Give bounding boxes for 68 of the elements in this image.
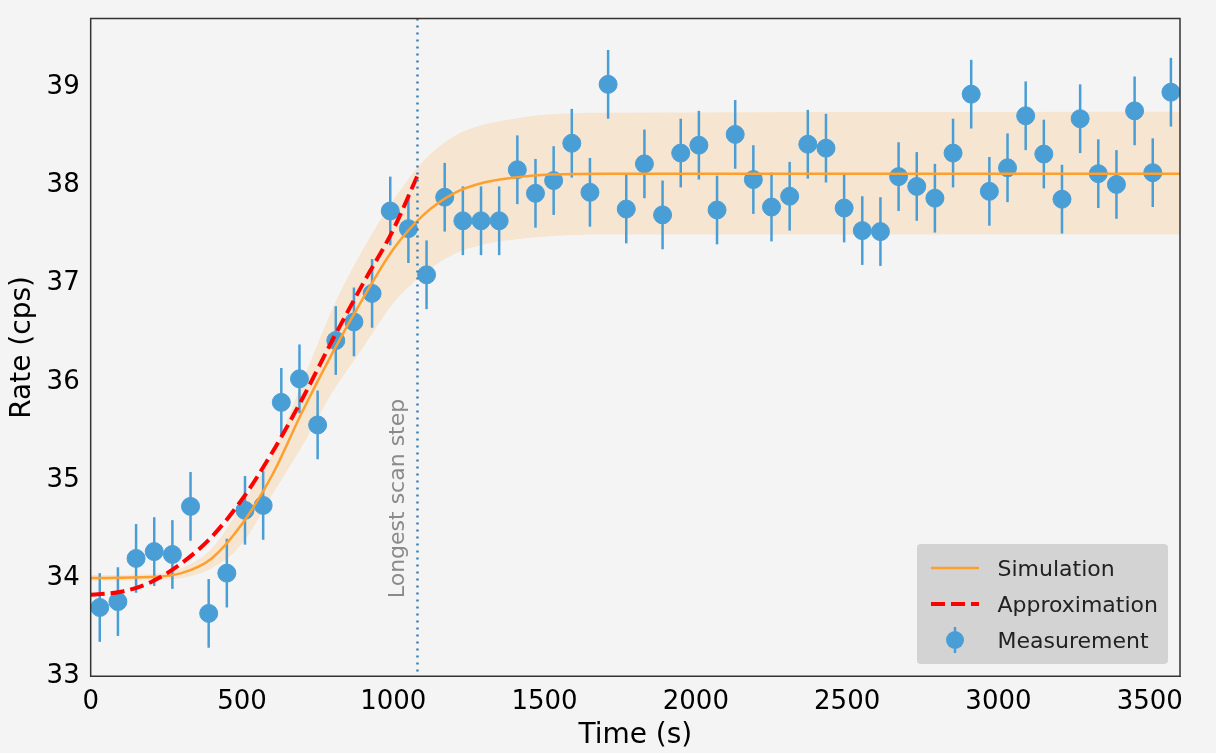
y-axis-title: Rate (cps): [4, 276, 38, 419]
point: [870, 222, 890, 242]
point: [1106, 174, 1126, 194]
point: [1125, 101, 1145, 121]
point: [308, 415, 328, 435]
y-tick-label: 33: [46, 658, 80, 689]
y-tick-label: 34: [46, 560, 80, 591]
x-tick-label: 1000: [360, 684, 427, 715]
x-tick-label: 1500: [511, 684, 578, 715]
point: [181, 496, 201, 516]
x-tick-label: 2000: [662, 684, 729, 715]
point: [453, 211, 473, 231]
point: [253, 495, 273, 515]
point: [525, 183, 545, 203]
point: [162, 545, 182, 564]
point: [816, 138, 836, 158]
x-tick-label: 500: [217, 684, 267, 715]
point: [634, 154, 654, 174]
point: [707, 200, 727, 220]
point: [689, 135, 709, 155]
point: [834, 198, 854, 218]
x-tick-label: 3500: [1116, 684, 1183, 715]
point: [144, 542, 164, 562]
point: [725, 124, 745, 144]
y-tick-label: 35: [46, 462, 80, 493]
point: [798, 134, 818, 154]
point: [907, 176, 927, 196]
point: [762, 197, 782, 217]
point: [852, 221, 872, 241]
point: [562, 133, 582, 153]
point: [217, 563, 237, 583]
point: [979, 181, 999, 201]
legend-label: Simulation: [997, 555, 1115, 581]
point: [580, 182, 600, 202]
point: [1161, 82, 1180, 102]
ref-line-label: Longest scan step: [384, 398, 410, 599]
legend-label: Measurement: [997, 627, 1149, 653]
point: [1070, 109, 1090, 129]
point: [598, 74, 618, 94]
x-axis-title: Time (s): [577, 717, 693, 751]
point: [108, 592, 128, 612]
point: [961, 84, 981, 104]
y-tick-label: 36: [46, 364, 80, 395]
point: [380, 201, 400, 221]
point: [90, 598, 110, 617]
y-tick-label: 38: [46, 168, 80, 199]
point: [289, 369, 309, 389]
legend-label: Approximation: [997, 591, 1158, 617]
y-tick-label: 39: [46, 70, 80, 101]
point: [671, 143, 691, 163]
point: [653, 205, 673, 225]
point: [943, 143, 963, 163]
point: [1052, 189, 1072, 209]
point: [1034, 144, 1054, 164]
point: [925, 188, 945, 208]
point: [616, 199, 636, 219]
point: [417, 265, 437, 285]
point: [471, 211, 491, 231]
point: [1016, 106, 1036, 126]
point: [126, 548, 146, 568]
point: [271, 392, 291, 412]
x-tick-label: 3000: [965, 684, 1032, 715]
point: [489, 211, 509, 231]
point: [780, 186, 800, 206]
y-tick-label: 37: [46, 266, 80, 297]
x-tick-label: 2500: [814, 684, 881, 715]
x-tick-label: 0: [82, 684, 99, 715]
point: [199, 603, 219, 623]
